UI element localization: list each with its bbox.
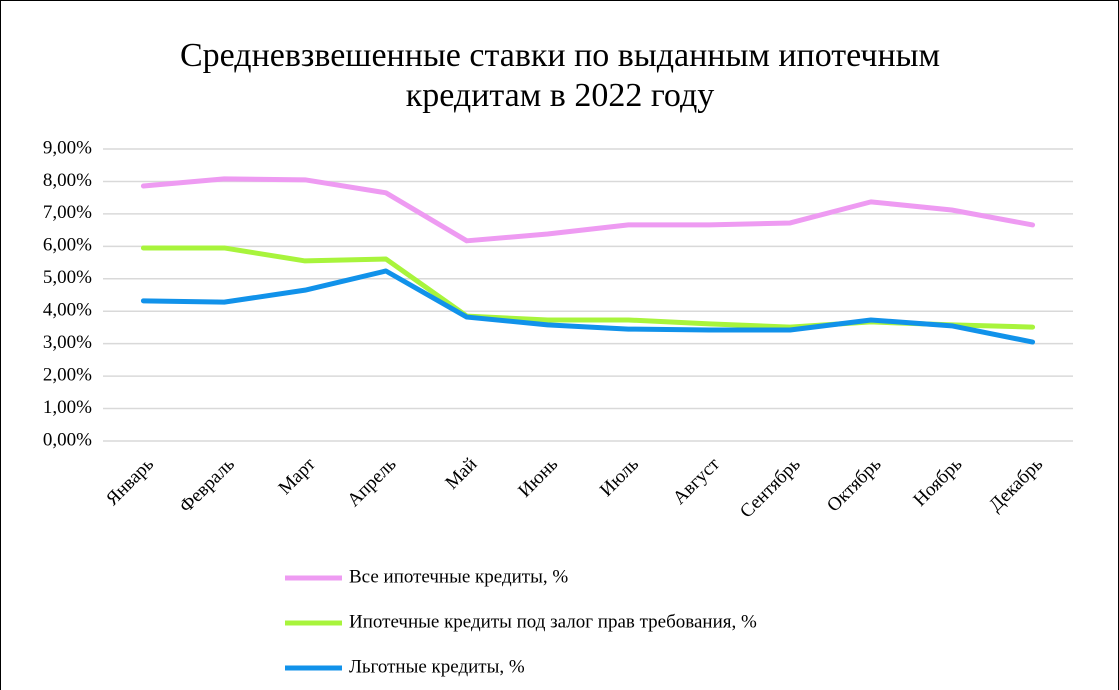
x-tick-label: Октябрь <box>823 454 886 517</box>
y-tick-label: 0,00% <box>43 429 92 450</box>
legend-label: Все ипотечные кредиты, % <box>349 566 568 587</box>
x-tick-label: Декабрь <box>985 454 1047 516</box>
y-tick-label: 7,00% <box>43 202 92 223</box>
legend-label: Ипотечные кредиты под залог прав требова… <box>349 611 757 632</box>
x-tick-label: Февраль <box>175 454 239 518</box>
chart-title: Средневзвешенные ставки по выданным ипот… <box>179 37 941 114</box>
x-tick-label: Январь <box>102 454 158 510</box>
y-tick-label: 8,00% <box>43 170 92 191</box>
x-tick-label: Май <box>441 454 481 494</box>
x-tick-label: Апрель <box>343 454 400 511</box>
x-tick-label: Март <box>275 453 321 499</box>
x-tick-label: Июнь <box>514 454 562 502</box>
series-line <box>140 268 1036 345</box>
y-tick-label: 6,00% <box>43 235 92 256</box>
series-line <box>140 245 1036 330</box>
legend-label: Льготные кредиты, % <box>349 656 525 677</box>
x-tick-label: Август <box>669 453 724 508</box>
y-tick-label: 4,00% <box>43 300 92 321</box>
x-tick-label: Ноябрь <box>909 454 966 511</box>
y-tick-label: 1,00% <box>43 397 92 418</box>
x-tick-label: Июль <box>596 454 643 501</box>
y-tick-label: 2,00% <box>43 364 92 385</box>
x-tick-label: Сентябрь <box>736 454 805 523</box>
y-tick-label: 5,00% <box>43 267 92 288</box>
y-tick-label: 3,00% <box>43 332 92 353</box>
y-tick-label: 9,00% <box>43 137 92 158</box>
series-line <box>140 176 1036 244</box>
